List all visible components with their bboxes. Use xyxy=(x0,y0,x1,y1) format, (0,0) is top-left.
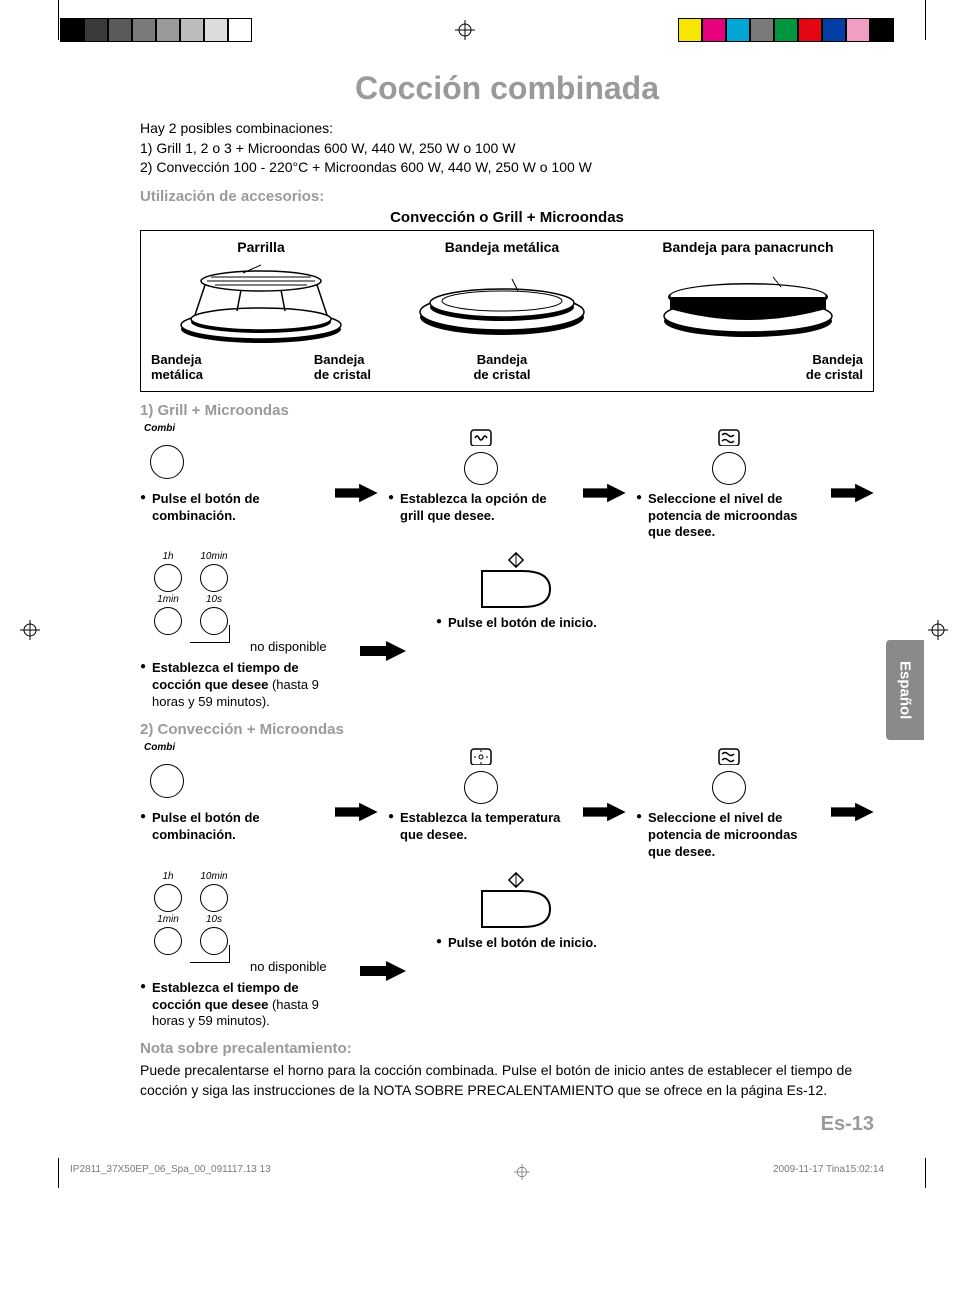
grayscale-blocks xyxy=(60,18,252,42)
not-available-label: no disponible xyxy=(250,639,327,654)
time-label: 1min xyxy=(154,594,182,605)
arrow-icon xyxy=(360,961,406,981)
accessories-subtitle: Convección o Grill + Microondas xyxy=(140,209,874,226)
time-button-icon xyxy=(154,564,182,592)
connector-line xyxy=(190,945,230,963)
accessory-sublabel: Bandeja metálica xyxy=(151,353,203,383)
print-footer: IP2811_37X50EP_06_Spa_00_091117.13 13 20… xyxy=(0,1146,954,1188)
color-blocks xyxy=(678,18,894,42)
step-text: Pulse el botón de inicio. xyxy=(436,615,597,632)
accessory-label: Bandeja metálica xyxy=(445,239,559,255)
page-number: Es-13 xyxy=(140,1113,874,1136)
convection-icon xyxy=(470,748,492,765)
time-button-icon xyxy=(154,607,182,635)
procedure2-row1: Combi Pulse el botón de combinación. Est… xyxy=(140,748,874,861)
footer-filename: IP2811_37X50EP_06_Spa_00_091117.13 13 xyxy=(70,1164,271,1180)
time-label: 10s xyxy=(200,914,228,925)
start-diamond-icon xyxy=(507,871,525,889)
combi-button-icon xyxy=(150,764,184,798)
grill-rack-icon xyxy=(171,259,351,349)
time-label: 1h xyxy=(154,871,182,882)
procedure2-title: 2) Convección + Microondas xyxy=(140,721,874,738)
accessory-sublabel: Bandeja de cristal xyxy=(806,353,863,383)
accessories-diagram-box: Parrilla Bandeja metálica Bandeja de cri… xyxy=(140,230,874,392)
time-buttons-grid: 1h 10min 1min 10s xyxy=(154,551,228,635)
arrow-icon xyxy=(831,483,874,503)
time-button-icon xyxy=(154,927,182,955)
arrow-icon xyxy=(831,802,874,822)
panacrunch-tray-icon xyxy=(653,259,843,349)
start-diamond-icon xyxy=(507,551,525,569)
arrow-icon xyxy=(360,641,406,661)
combi-label: Combi xyxy=(144,423,175,434)
accessory-label: Bandeja para panacrunch xyxy=(662,239,833,255)
combi-label: Combi xyxy=(144,742,175,753)
combi-button-icon xyxy=(150,445,184,479)
not-available-label: no disponible xyxy=(250,959,327,974)
step-text: Pulse el botón de combinación. xyxy=(140,491,325,525)
intro-text: Hay 2 posibles combinaciones: 1) Grill 1… xyxy=(140,119,874,178)
step-text: Seleccione el nivel de potencia de micro… xyxy=(636,810,821,861)
step-text: Pulse el botón de combinación. xyxy=(140,810,325,844)
arrow-icon xyxy=(335,802,378,822)
registration-mark-icon xyxy=(514,1164,530,1180)
time-label: 1min xyxy=(154,914,182,925)
accessory-sublabel: Bandeja de cristal xyxy=(314,353,371,383)
intro-line: 1) Grill 1, 2 o 3 + Microondas 600 W, 44… xyxy=(140,139,874,159)
procedure1-row1: Combi Pulse el botón de combinación. Est… xyxy=(140,429,874,542)
time-buttons-grid: 1h 10min 1min 10s xyxy=(154,871,228,955)
accessory-sublabel: Bandeja de cristal xyxy=(473,353,530,383)
time-button-icon xyxy=(200,884,228,912)
start-button-icon xyxy=(480,889,552,929)
power-button-icon xyxy=(712,452,746,485)
start-button-icon xyxy=(480,569,552,609)
arrow-icon xyxy=(583,483,626,503)
grill-button-icon xyxy=(464,452,498,485)
time-label: 10min xyxy=(200,551,228,562)
step-text: Establezca el tiempo de cocción que dese… xyxy=(140,660,350,711)
registration-mark-icon xyxy=(455,20,475,40)
footer-timestamp: 2009-11-17 Tina15:02:14 xyxy=(773,1164,884,1180)
page-title: Cocción combinada xyxy=(140,70,874,107)
intro-line: 2) Convección 100 - 220°C + Microondas 6… xyxy=(140,158,874,178)
intro-line: Hay 2 posibles combinaciones: xyxy=(140,119,874,139)
procedure1-row2: 1h 10min 1min 10s no disponible Establez… xyxy=(140,551,874,711)
section-accessories-title: Utilización de accesorios: xyxy=(140,188,874,205)
connector-line xyxy=(190,625,230,643)
time-button-icon xyxy=(154,884,182,912)
step-text: Establezca la temper­atura que desee. xyxy=(388,810,573,844)
power-button-icon xyxy=(712,771,746,804)
microwave-icon xyxy=(718,748,740,765)
microwave-icon xyxy=(718,429,740,446)
step-text: Seleccione el nivel de potencia de micro… xyxy=(636,491,821,542)
step-text: Establezca el tiempo de cocción que dese… xyxy=(140,980,350,1031)
time-button-icon xyxy=(200,564,228,592)
time-label: 10min xyxy=(200,871,228,882)
procedure1-title: 1) Grill + Microondas xyxy=(140,402,874,419)
grill-icon xyxy=(470,429,492,446)
manual-page: Cocción combinada Hay 2 posibles combina… xyxy=(0,50,954,1146)
arrow-icon xyxy=(583,802,626,822)
preheat-title: Nota sobre precalentamiento: xyxy=(140,1040,874,1057)
step-text: Pulse el botón de inicio. xyxy=(436,935,597,952)
print-registration-bar xyxy=(0,0,954,50)
time-label: 10s xyxy=(200,594,228,605)
metal-tray-icon xyxy=(412,259,592,349)
procedure2-row2: 1h 10min 1min 10s no disponible Establez… xyxy=(140,871,874,1031)
time-label: 1h xyxy=(154,551,182,562)
preheat-body: Puede precalentarse el horno para la coc… xyxy=(140,1061,874,1100)
temp-button-icon xyxy=(464,771,498,804)
accessory-label: Parrilla xyxy=(237,239,284,255)
arrow-icon xyxy=(335,483,378,503)
step-text: Establezca la opción de grill que desee. xyxy=(388,491,573,525)
